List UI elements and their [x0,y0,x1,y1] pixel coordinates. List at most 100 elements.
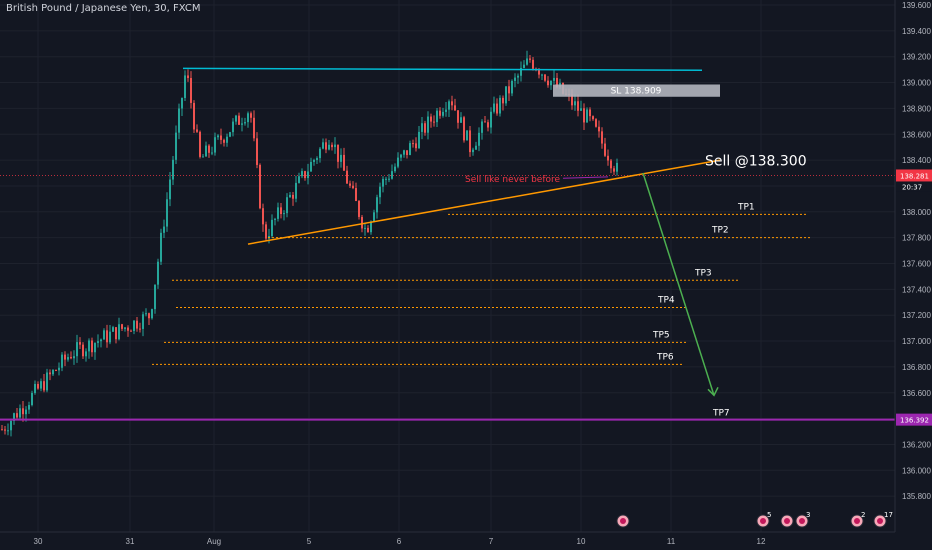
price-axis-panel[interactable] [895,0,932,532]
date-tick-label: 10 [577,537,586,546]
candle-body [595,119,597,127]
candle-body [361,216,363,229]
candle-body [604,143,606,156]
candle-body [517,75,519,78]
candle-body [532,59,534,69]
candle-body [313,159,315,162]
price-tick-label: 137.000 [902,337,931,346]
candle-body [37,383,39,389]
candle-body [295,182,297,199]
event-badge[interactable]: 17 [873,511,893,528]
price-tick-label: 137.600 [902,260,931,269]
candle-body [430,116,432,122]
candle-body [403,150,405,155]
note-label: Sell like never before [465,175,560,185]
candle-body [442,111,444,116]
stop-loss-box[interactable] [553,84,720,97]
drawings-layer[interactable]: TP1 TP2 TP3 TP4 TP5 TP6 TP7 SL 138.909 Sell @138… [0,67,895,421]
candle-body [208,145,210,153]
candle-body [55,370,57,372]
candle-body [337,144,339,162]
event-badge-dot [784,518,790,524]
candle-body [493,103,495,112]
candle-body [286,197,288,214]
candle-body [364,227,366,229]
price-tick-label: 139.400 [902,27,931,36]
projection-arrow[interactable] [642,172,715,396]
candle-body [319,148,321,159]
candle-body [307,171,309,179]
candle-body [514,77,516,81]
candle-body [484,121,486,123]
candle-body [598,126,600,132]
price-tick-label: 136.600 [902,389,931,398]
event-badge[interactable]: 2 [850,511,865,528]
candle-body [400,154,402,158]
price-tick-label: 139.200 [902,53,931,62]
note-pointer-line [562,176,609,179]
candle-body [217,135,219,138]
event-badges[interactable]: 5 3 2 17 [616,511,893,528]
candle-body [154,284,156,310]
date-tick-label: 7 [489,537,494,546]
candle-body [478,132,480,146]
candle-body [250,113,252,118]
candle-body [427,116,429,133]
candle-body [448,101,450,110]
candle-body [139,328,141,330]
candle-body [538,70,540,75]
candle-body [523,64,525,68]
event-badge[interactable] [616,514,630,528]
candle-body [466,130,468,141]
take-profit-label: TP3 [694,268,712,278]
candle-body [163,226,165,233]
time-axis-panel[interactable] [0,532,895,550]
candle-body [610,160,612,169]
candle-body [175,132,177,160]
candle-body [508,86,510,94]
candle-body [415,143,417,149]
event-badge[interactable]: 3 [795,511,810,528]
candle-body [487,122,489,128]
candle-body [556,77,558,88]
candle-body [586,109,588,123]
candle-body [85,351,87,357]
candle-body [52,370,54,375]
candle-body [127,327,129,331]
candle-body [520,67,522,76]
candle-body [166,199,168,227]
candle-body [388,178,390,180]
candle-body [184,75,186,98]
candle-body [133,320,135,331]
candle-body [253,117,255,139]
candle-body [160,232,162,262]
projection-arrowhead [707,386,719,397]
candle-body [220,135,222,140]
support-trendline[interactable] [247,159,721,245]
candle-body [100,339,102,342]
candle-body [10,420,12,431]
candle-body [34,383,36,393]
candle-body [580,108,582,111]
time-axis[interactable]: 30 31 Aug 5 6 7 10 11 12 [34,537,766,546]
candle-body [169,179,171,200]
candle-body [283,213,285,215]
resistance-line[interactable] [182,67,703,72]
candle-body [418,131,420,149]
event-badge[interactable] [780,514,794,528]
candle-body [397,157,399,167]
candle-body [460,117,462,123]
event-badge[interactable]: 5 [756,511,771,528]
candle-body [379,186,381,198]
candle-body [49,372,51,375]
candle-body [607,155,609,161]
candle-body [298,176,300,183]
candle-body [592,116,594,120]
candle-body [16,413,18,418]
candle-body [145,313,147,315]
candlestick-series [1,50,618,437]
candle-body [505,86,507,104]
candle-body [22,408,24,415]
